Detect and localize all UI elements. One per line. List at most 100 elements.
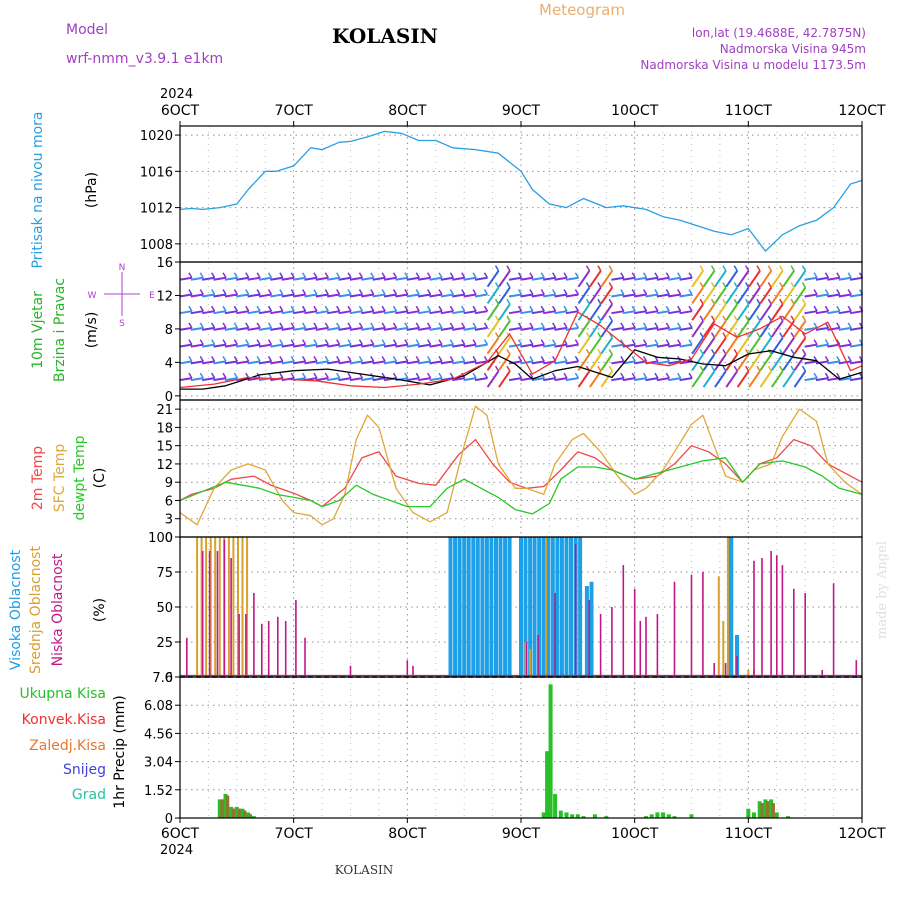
low-cloud-bar	[736, 656, 738, 677]
wind-barb-flag	[313, 355, 318, 362]
wind-barb-shaft	[270, 293, 284, 298]
low-cloud-bar	[611, 607, 613, 677]
wind-barb-shaft	[383, 293, 397, 298]
wind-barb-flag	[665, 272, 670, 279]
wind-barb-flag	[688, 339, 693, 346]
wind-barb-shaft	[668, 377, 681, 382]
low-cloud-bar	[793, 588, 795, 677]
low-cloud-bar	[832, 583, 835, 677]
wind-barb-shaft	[611, 293, 625, 298]
wind-barb-shaft	[383, 310, 397, 315]
wind-barb-shaft	[361, 360, 374, 365]
pressure-title: Pritisak na nivou mora	[30, 111, 46, 268]
wind-barb-flag	[472, 322, 477, 329]
wind-barb-flag	[188, 322, 193, 329]
wind-barb-flag	[404, 305, 409, 312]
wind-barb-shaft	[714, 270, 727, 288]
wind-barb-shaft	[486, 286, 500, 305]
wind-barb-flag	[494, 332, 500, 339]
wind-barb-shaft	[383, 276, 397, 281]
wind-barb-flag	[529, 289, 534, 295]
wind-barb-shaft	[486, 270, 500, 288]
total-rain-bar	[655, 812, 660, 818]
wind-barb-shaft	[498, 286, 511, 305]
temp-ytick-label: 18	[156, 421, 173, 436]
low-cloud-bar	[855, 660, 858, 677]
wind-barb-flag	[790, 365, 795, 372]
wind-barb-shaft	[202, 360, 215, 365]
wind-barb-flag	[438, 339, 443, 346]
wind-barb-flag	[449, 272, 455, 279]
wind-barb-flag	[494, 315, 500, 322]
wind-barb-shaft	[543, 377, 556, 382]
wind-barb-flag	[585, 298, 591, 305]
wind-barb-shaft	[224, 310, 238, 315]
wind-barb-flag	[733, 265, 738, 272]
high-cloud-bar	[507, 537, 512, 677]
wind-barb-shaft	[247, 310, 261, 315]
wind-barb-shaft	[611, 276, 625, 281]
wind-barb-shaft	[679, 326, 693, 331]
wind-barb-shaft	[383, 326, 397, 331]
wind-barb-flag	[290, 305, 295, 312]
precip-label-total: Ukupna Kisa	[19, 686, 106, 702]
wind-barb-flag	[381, 289, 386, 295]
wind-barb-flag	[824, 289, 830, 295]
temp-ytick-label: 0	[165, 531, 173, 546]
wind-barb-shaft	[691, 270, 705, 288]
wind-barb-flag	[483, 372, 489, 379]
temp-label-dewpt: dewpt Temp	[72, 435, 88, 520]
wind-barb-shaft	[725, 320, 739, 338]
wind-barb-shaft	[292, 310, 306, 315]
wind-barb-shaft	[770, 320, 784, 338]
low-cloud-bar	[821, 670, 823, 677]
wind-barb-shaft	[725, 337, 739, 355]
wind-barb-shaft	[383, 343, 397, 348]
wind-barb-shaft	[770, 303, 784, 321]
wind-barb-flag	[836, 272, 841, 279]
wind-barb-flag	[665, 372, 670, 379]
wind-barb-flag	[836, 372, 841, 379]
wind-barb-shaft	[190, 293, 204, 298]
wind-barb-flag	[597, 298, 602, 305]
wind-barb-shaft	[258, 360, 272, 365]
mid-cloud-bar	[246, 537, 249, 677]
wind-barb-flag	[745, 265, 750, 272]
wind-barb-shaft	[349, 326, 363, 331]
wind-barb-shaft	[179, 310, 193, 315]
wind-barb-flag	[574, 289, 580, 295]
total-rain-bar	[553, 793, 558, 818]
wind-barb-flag	[745, 365, 750, 372]
wind-barb-shaft	[508, 276, 522, 281]
wind-barb-shaft	[202, 276, 215, 281]
wind-barb-flag	[222, 339, 227, 346]
wind-barb-shaft	[486, 320, 500, 338]
wind-barb-flag	[699, 332, 704, 339]
wind-barb-flag	[404, 289, 409, 295]
wind-barb-flag	[438, 289, 443, 295]
wind-barb-shaft	[645, 343, 659, 348]
wind-barb-shaft	[748, 270, 761, 288]
wind-barb-shaft	[668, 360, 681, 365]
wind-barb-flag	[722, 332, 727, 339]
wind-barb-flag	[426, 305, 432, 312]
wind-barb-shaft	[714, 370, 727, 388]
x-tick-label-top: 6OCT	[161, 103, 200, 119]
wind-barb-flag	[699, 365, 704, 372]
wind-barb-flag	[552, 305, 557, 312]
wind-barb-flag	[540, 339, 545, 346]
wind-barb-flag	[654, 339, 659, 346]
wind-barb-shaft	[361, 276, 374, 281]
total-rain-bar	[541, 812, 546, 818]
low-cloud-bar	[349, 665, 352, 677]
wind-barb-shaft	[338, 377, 352, 382]
wind-barb-flag	[642, 305, 648, 312]
wind-barb-shaft	[224, 360, 238, 365]
wind-barb-shaft	[656, 310, 670, 315]
cloud-ytick-label: 25	[156, 636, 173, 651]
wind-barb-shaft	[213, 326, 227, 331]
wind-barb-shaft	[406, 360, 420, 365]
mid-cloud-bar	[214, 537, 217, 677]
wind-barb-shaft	[600, 303, 614, 321]
